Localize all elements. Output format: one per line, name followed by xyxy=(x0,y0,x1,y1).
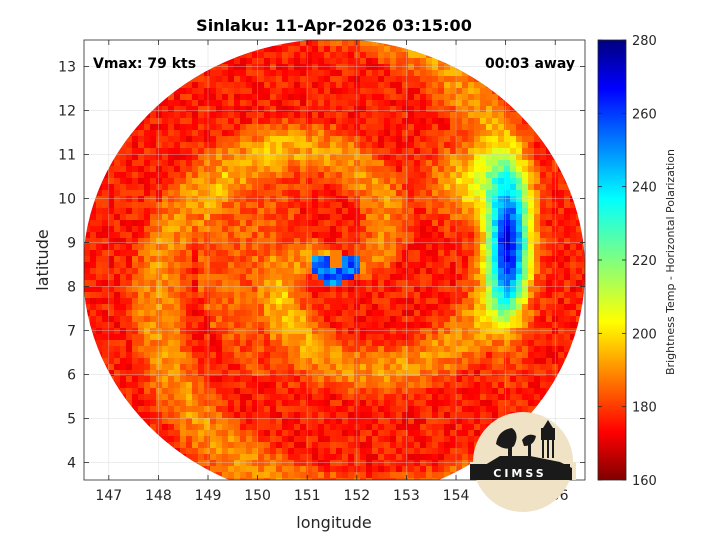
x-tick-label: 151 xyxy=(294,488,321,504)
colorbar-tick-label: 280 xyxy=(632,34,657,49)
y-tick-label: 11 xyxy=(58,147,76,163)
y-tick-label: 13 xyxy=(58,59,76,75)
y-tick-label: 9 xyxy=(67,235,76,251)
x-tick-label: 150 xyxy=(244,488,271,504)
y-tick-label: 10 xyxy=(58,191,76,207)
axes-box xyxy=(83,39,586,481)
x-axis-label: longitude xyxy=(296,513,371,532)
y-tick-label: 12 xyxy=(58,103,76,119)
colorbar-tick-label: 200 xyxy=(632,327,657,342)
y-axis-ticks: 4 5 6 7 8 9 10 11 12 13 xyxy=(58,59,585,471)
colorbar-ticks: 160 180 200 220 240 260 280 xyxy=(598,34,657,489)
y-tick-label: 7 xyxy=(67,323,76,339)
colorbar-label: Brightness Temp - Horizontal Polarizatio… xyxy=(664,149,677,375)
colorbar-tick-label: 260 xyxy=(632,107,657,122)
y-tick-label: 6 xyxy=(67,367,76,383)
cimss-logo: CIMSS xyxy=(470,412,576,512)
colorbar: 160 180 200 220 240 260 280 Brightness Temp - … xyxy=(597,34,677,489)
x-tick-label: 152 xyxy=(343,488,370,504)
x-tick-label: 148 xyxy=(145,488,172,504)
y-tick-label: 4 xyxy=(67,455,76,471)
time-offset-annotation: 00:03 away xyxy=(485,56,575,72)
vmax-annotation: Vmax: 79 kts xyxy=(93,56,196,72)
x-tick-label: 147 xyxy=(95,488,122,504)
y-tick-label: 8 xyxy=(67,279,76,295)
colorbar-tick-label: 160 xyxy=(632,474,657,489)
colorbar-tick-label: 240 xyxy=(632,181,657,196)
y-tick-label: 5 xyxy=(67,411,76,427)
x-tick-label: 149 xyxy=(195,488,222,504)
colorbar-gradient xyxy=(597,39,627,481)
x-tick-label: 153 xyxy=(393,488,420,504)
y-axis-label: latitude xyxy=(33,229,52,290)
chart-title: Sinlaku: 11-Apr-2026 03:15:00 xyxy=(196,16,472,35)
cimss-logo-text: CIMSS xyxy=(493,467,546,480)
colorbar-tick-label: 220 xyxy=(632,254,657,269)
colorbar-tick-label: 180 xyxy=(632,401,657,416)
grid-lines xyxy=(84,40,585,480)
x-tick-label: 154 xyxy=(443,488,470,504)
